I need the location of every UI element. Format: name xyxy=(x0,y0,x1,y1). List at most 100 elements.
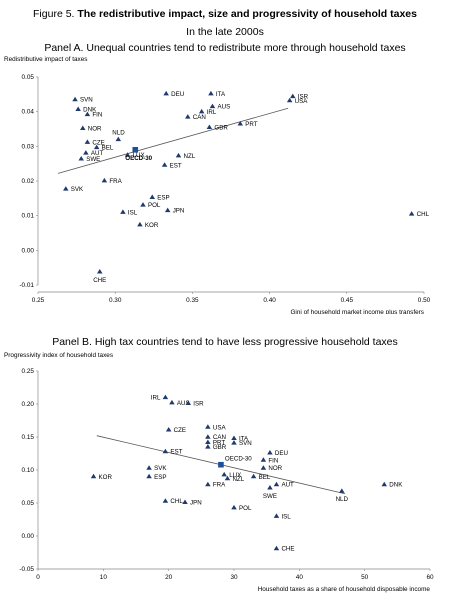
panel-a-label-nor: NOR xyxy=(88,126,102,133)
panel-a-xtick-label: 0.40 xyxy=(263,297,276,304)
panel-a-label-aus: AUS xyxy=(217,104,230,111)
panel-a-label-gbr: GBR xyxy=(214,124,228,131)
panel-b-point-esp xyxy=(146,473,152,479)
panel-a-point-aut xyxy=(83,150,89,155)
figure-title: Figure 5. The redistributive impact, siz… xyxy=(33,8,417,20)
panel-b-point-isl xyxy=(273,513,280,518)
panel-a-label-svn: SVN xyxy=(80,97,93,104)
panel-a-label-pol: POL xyxy=(148,202,161,209)
panel-b-point-usa xyxy=(205,424,211,429)
panel-b-point-deu xyxy=(267,450,273,455)
panel-a-label-fra: FRA xyxy=(109,178,122,185)
panel-b-point-aus xyxy=(169,399,175,405)
panel-b-label-jpn: JPN xyxy=(190,500,202,507)
panel-a-ylabel: Redistributive impact of taxes xyxy=(4,56,87,63)
panel-b-label-esp: ESP xyxy=(154,474,166,481)
panel-b-point-kor xyxy=(90,473,97,479)
panel-b-point-dnk xyxy=(381,481,388,487)
panel-b-ytick-label: 0.20 xyxy=(22,401,35,408)
panel-b-chart: Progressivity index of household taxes -0… xyxy=(4,352,434,593)
panel-b-point-bel xyxy=(250,473,257,479)
panel-b-label-deu: DEU xyxy=(275,450,288,457)
panel-a-point-nor xyxy=(80,125,86,131)
panel-b-label-nld: NLD xyxy=(336,496,349,503)
panel-b-point-fin xyxy=(260,457,267,462)
panel-a-label-esp: ESP xyxy=(157,194,169,201)
panel-b-point-svn xyxy=(231,440,237,445)
panel-b-point-gbr xyxy=(205,444,211,449)
panel-a-oecd-marker xyxy=(132,147,139,153)
panel-a-label-can: CAN xyxy=(193,114,206,121)
panel-a-point-cze xyxy=(84,139,91,144)
panel-a-xtick-label: 0.50 xyxy=(418,297,431,304)
panel-b-label-svn: SVN xyxy=(239,440,252,447)
panel-a-point-nzl xyxy=(175,152,182,158)
panel-a-point-est xyxy=(161,162,168,167)
panel-b-ytick-label: 0.10 xyxy=(22,467,35,474)
panel-b-point-ita xyxy=(231,435,237,441)
panel-b-label-can: CAN xyxy=(213,434,226,441)
panel-b-label-est: EST xyxy=(170,449,182,456)
panel-b-point-swe xyxy=(267,485,273,490)
panel-a-point-ita xyxy=(208,90,214,96)
panel-a-label-lux: LUX xyxy=(133,152,145,159)
panel-a-xlabel: Gini of household market income plus tra… xyxy=(290,309,424,314)
panel-b-point-isr xyxy=(185,400,192,406)
panel-b-oecd-marker xyxy=(218,461,224,468)
panel-b-xtick-label: 60 xyxy=(426,574,434,581)
panel-b-label-isr: ISR xyxy=(193,401,204,408)
panel-a-point-dnk xyxy=(75,106,81,111)
panel-b-label-che: CHE xyxy=(281,546,294,553)
panel-a-label-bel: BEL xyxy=(102,145,114,152)
panel-b-label-prt: PRT xyxy=(213,439,225,446)
panel-b-label-cze: CZE xyxy=(174,427,186,434)
panel-b-label-usa: USA xyxy=(213,424,227,431)
panel-a-label-usa: USA xyxy=(295,98,309,105)
panel-b-label-irl: IRL xyxy=(151,395,161,402)
panel-a-label-nld: NLD xyxy=(112,129,125,136)
panel-b-label-pol: POL xyxy=(239,505,252,512)
panel-b-label-svk: SVK xyxy=(154,465,167,472)
panel-a-xtick-label: 0.45 xyxy=(341,297,354,304)
panel-a-point-swe xyxy=(78,156,84,161)
panel-a-label-fin: FIN xyxy=(92,112,102,119)
panel-a-point-fin xyxy=(84,111,91,117)
panel-b-point-cze xyxy=(165,426,172,432)
panel-a-point-prt xyxy=(237,121,244,126)
panel-a-label-cze: CZE xyxy=(92,139,104,146)
panel-a-label-chl: CHL xyxy=(417,211,430,218)
panel-a-ytick-label: 0.05 xyxy=(22,74,35,81)
panel-b-label-aus: AUS xyxy=(177,400,190,407)
panel-b-point-nor xyxy=(260,465,267,470)
panel-a-label-isl: ISL xyxy=(128,209,138,216)
panel-a-label-swe: SWE xyxy=(86,156,100,163)
panel-a-ytick-label: 0.02 xyxy=(22,178,35,185)
panel-a-ytick-label: -0.01 xyxy=(19,282,34,289)
panel-b-point-che xyxy=(273,545,280,551)
panel-a-point-svn xyxy=(72,96,78,102)
panel-b-xtick-label: 50 xyxy=(361,574,369,581)
panel-b-ytick-label: -0.05 xyxy=(19,566,34,573)
panel-a-label-nzl: NZL xyxy=(184,153,196,160)
panel-a-label-svk: SVK xyxy=(71,186,84,193)
panel-b-point-svk xyxy=(146,465,152,470)
panel-b-label-fra: FRA xyxy=(213,482,226,489)
panel-b-point-nld xyxy=(339,488,345,493)
panel-b-label-dnk: DNK xyxy=(389,482,403,489)
panel-a-point-pol xyxy=(140,202,146,207)
panel-a-point-che xyxy=(97,269,103,274)
panel-b-label-isl: ISL xyxy=(281,513,291,520)
panel-b-ytick-label: 0.05 xyxy=(22,500,35,507)
panel-b-point-jpn xyxy=(182,499,188,505)
panel-a-point-deu xyxy=(163,90,169,96)
panel-a-point-isr xyxy=(290,93,296,99)
panel-a-label-dnk: DNK xyxy=(83,106,97,113)
panel-b-label-swe: SWE xyxy=(263,493,277,500)
panel-b-point-fra xyxy=(205,481,211,487)
panel-b-ylabel: Progressivity index of household taxes xyxy=(4,352,113,359)
panel-a-point-lux xyxy=(124,152,131,157)
panel-b-oecd-label: OECD-30 xyxy=(225,456,252,463)
panel-a-label-che: CHE xyxy=(93,277,106,284)
panel-a-point-usa xyxy=(286,97,293,103)
panel-b-xtick-label: 40 xyxy=(296,574,304,581)
